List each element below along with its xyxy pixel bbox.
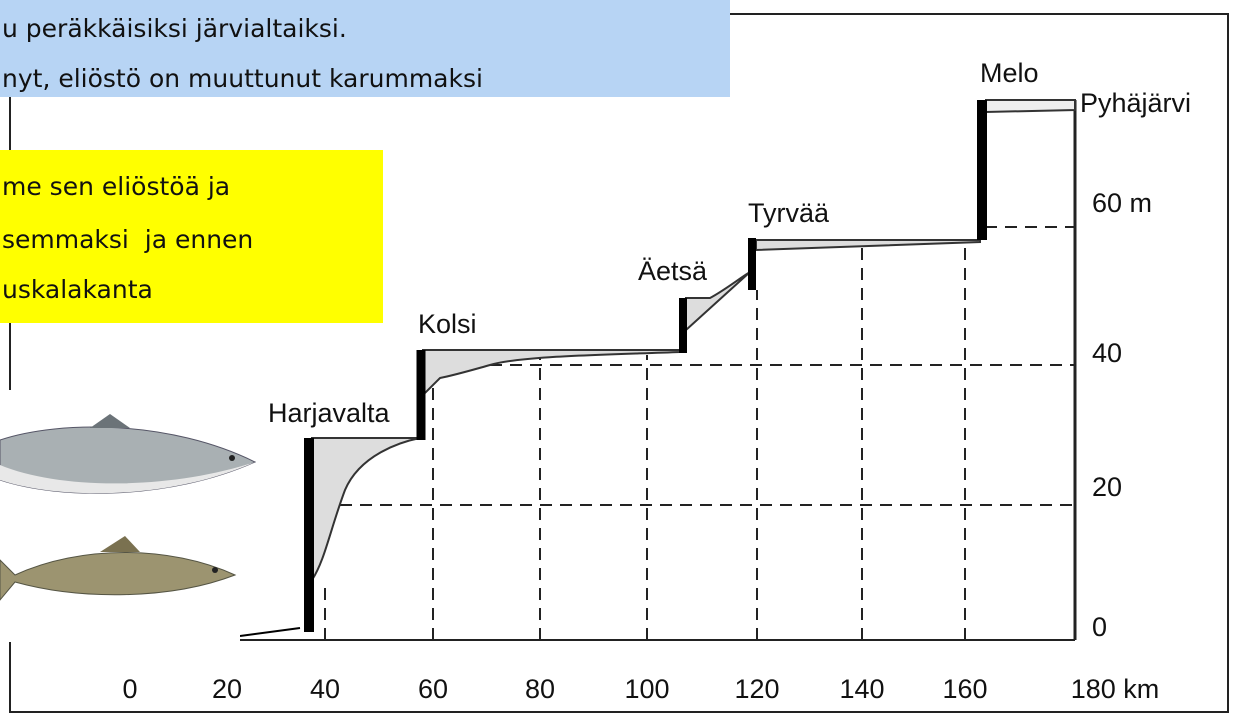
note-line: me sen eliöstöä ja [2,172,230,201]
dam-label: Melo [980,58,1039,88]
dam-label: Kolsi [418,309,477,339]
river-profile: Harjavalta Kolsi Äetsä Tyrvää Melo Pyhäj… [0,0,1233,718]
header-line: nyt, eliöstö on muuttunut karummaksi [2,64,483,93]
header-box: u peräkkäisiksi järvialtaiksi. nyt, eliö… [0,0,730,97]
dam-label: Harjavalta [268,398,391,428]
grid [320,227,1075,640]
x-label: 0 [122,674,137,704]
x-label: 120 [734,674,779,704]
y-label: 60 m [1092,188,1152,218]
x-label: 40 [310,674,340,704]
y-label: 20 [1092,472,1122,502]
x-label: 180 km [1071,674,1160,704]
slide: Harjavalta Kolsi Äetsä Tyrvää Melo Pyhäj… [0,0,1233,718]
note-line: semmaksi ja ennen [2,225,253,254]
reservoirs [312,100,1075,580]
note-line: uskalakanta [2,275,153,304]
dam-label: Tyrvää [748,198,830,228]
x-label: 140 [839,674,884,704]
x-label: 100 [624,674,669,704]
x-label: 80 [525,674,555,704]
dam-label: Äetsä [638,256,708,286]
x-label: 60 [418,674,448,704]
x-label: 20 [212,674,242,704]
lake-label: Pyhäjärvi [1080,88,1191,118]
note-box: me sen eliöstöä ja semmaksi ja ennen usk… [0,150,383,323]
header-line: u peräkkäisiksi järvialtaiksi. [2,14,347,43]
y-label: 0 [1092,612,1107,642]
y-label: 40 [1092,338,1122,368]
x-label: 160 [942,674,987,704]
